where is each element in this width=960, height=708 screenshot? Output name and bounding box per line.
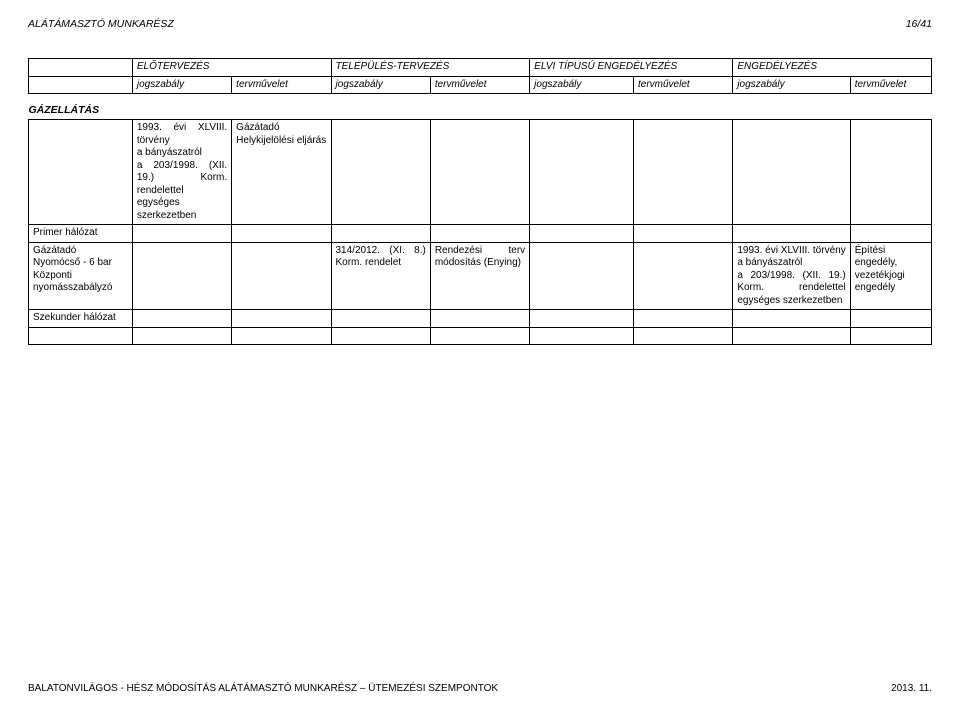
phase-3-label: ELVI TÍPUSÚ ENGEDÉLYEZÉS	[534, 61, 677, 72]
section-title: GÁZELLÁTÁS	[29, 94, 932, 120]
empty-cell	[530, 327, 634, 345]
footer-right: 2013. 11.	[891, 683, 932, 694]
row3-col1	[132, 242, 231, 310]
page-container: ALÁTÁMASZTÓ MUNKARÉSZ 16/41 ELŐTERVEZÉS …	[0, 0, 960, 345]
phase-4-label: ENGEDÉLYEZÉS	[737, 61, 817, 72]
row3-col2	[232, 242, 331, 310]
row1-col7	[733, 120, 850, 225]
row3-col8: Építési engedély, vezetékjogi engedély	[850, 242, 931, 310]
sub-1-terv: tervművelet	[232, 76, 331, 94]
row1-col4	[430, 120, 529, 225]
phase-row: ELŐTERVEZÉS TELEPÜLÉS-TERVEZÉS ELVI TÍPU…	[29, 59, 932, 77]
row1-col3	[331, 120, 430, 225]
page-header: ALÁTÁMASZTÓ MUNKARÉSZ 16/41	[28, 18, 932, 30]
phase-1-label: ELŐTERVEZÉS	[137, 61, 210, 72]
phase-2-label: TELEPÜLÉS-TERVEZÉS	[336, 61, 450, 72]
row2-col3	[331, 225, 430, 243]
empty-cell	[132, 327, 231, 345]
row1-col1: 1993. évi XLVIII. törvény a bányászatról…	[132, 120, 231, 225]
row4-col7	[733, 310, 850, 328]
row3-col3: 314/2012. (XI. 8.) Korm. rendelet	[331, 242, 430, 310]
table-row: 1993. évi XLVIII. törvény a bányászatról…	[29, 120, 932, 225]
header-page-number: 16/41	[906, 18, 932, 30]
footer-left: BALATONVILÁGOS - HÉSZ MÓDOSÍTÁS ALÁTÁMAS…	[28, 683, 498, 694]
phase-3: ELVI TÍPUSÚ ENGEDÉLYEZÉS	[530, 59, 733, 77]
table-row	[29, 327, 932, 345]
empty-cell	[430, 327, 529, 345]
row2-col2	[232, 225, 331, 243]
subheader-row: jogszabály tervművelet jogszabály tervmű…	[29, 76, 932, 94]
sub-3-jog: jogszabály	[530, 76, 634, 94]
row2-label: Primer hálózat	[29, 225, 133, 243]
row3-label: Gázátadó Nyomócső - 6 bar Központi nyomá…	[29, 242, 133, 310]
row4-col2	[232, 310, 331, 328]
row2-col8	[850, 225, 931, 243]
empty-cell	[232, 327, 331, 345]
row4-col3	[331, 310, 430, 328]
empty-cell	[850, 327, 931, 345]
table-row: Szekunder hálózat	[29, 310, 932, 328]
header-left: ALÁTÁMASZTÓ MUNKARÉSZ	[28, 18, 174, 30]
empty-cell	[634, 327, 733, 345]
section-row: GÁZELLÁTÁS	[29, 94, 932, 120]
row3-col6	[634, 242, 733, 310]
row1-col5	[530, 120, 634, 225]
row2-col7	[733, 225, 850, 243]
row2-col1	[132, 225, 231, 243]
phase-4: ENGEDÉLYEZÉS	[733, 59, 932, 77]
sub-2-jog: jogszabály	[331, 76, 430, 94]
row2-col4	[430, 225, 529, 243]
blank-corner	[29, 59, 133, 77]
main-table: ELŐTERVEZÉS TELEPÜLÉS-TERVEZÉS ELVI TÍPU…	[28, 58, 932, 345]
page-footer: BALATONVILÁGOS - HÉSZ MÓDOSÍTÁS ALÁTÁMAS…	[28, 683, 932, 694]
row4-col5	[530, 310, 634, 328]
table-row: Gázátadó Nyomócső - 6 bar Központi nyomá…	[29, 242, 932, 310]
row4-col8	[850, 310, 931, 328]
row4-col6	[634, 310, 733, 328]
row2-col5	[530, 225, 634, 243]
row3-col4: Rendezési terv módosítás (Enying)	[430, 242, 529, 310]
row1-label	[29, 120, 133, 225]
sub-3-terv: tervművelet	[634, 76, 733, 94]
row4-col4	[430, 310, 529, 328]
row4-label: Szekunder hálózat	[29, 310, 133, 328]
phase-1: ELŐTERVEZÉS	[132, 59, 331, 77]
row3-col7: 1993. évi XLVIII. törvény a bányászatról…	[733, 242, 850, 310]
empty-cell	[29, 327, 133, 345]
sub-4-terv: tervművelet	[850, 76, 931, 94]
row2-col6	[634, 225, 733, 243]
row1-col2: Gázátadó Helykijelölési eljárás	[232, 120, 331, 225]
row1-col8	[850, 120, 931, 225]
phase-2: TELEPÜLÉS-TERVEZÉS	[331, 59, 530, 77]
sub-4-jog: jogszabály	[733, 76, 850, 94]
empty-cell	[331, 327, 430, 345]
sub-2-terv: tervművelet	[430, 76, 529, 94]
row3-col5	[530, 242, 634, 310]
empty-cell	[733, 327, 850, 345]
row1-col6	[634, 120, 733, 225]
row4-col1	[132, 310, 231, 328]
sub-1-jog: jogszabály	[132, 76, 231, 94]
table-row: Primer hálózat	[29, 225, 932, 243]
blank-corner-2	[29, 76, 133, 94]
